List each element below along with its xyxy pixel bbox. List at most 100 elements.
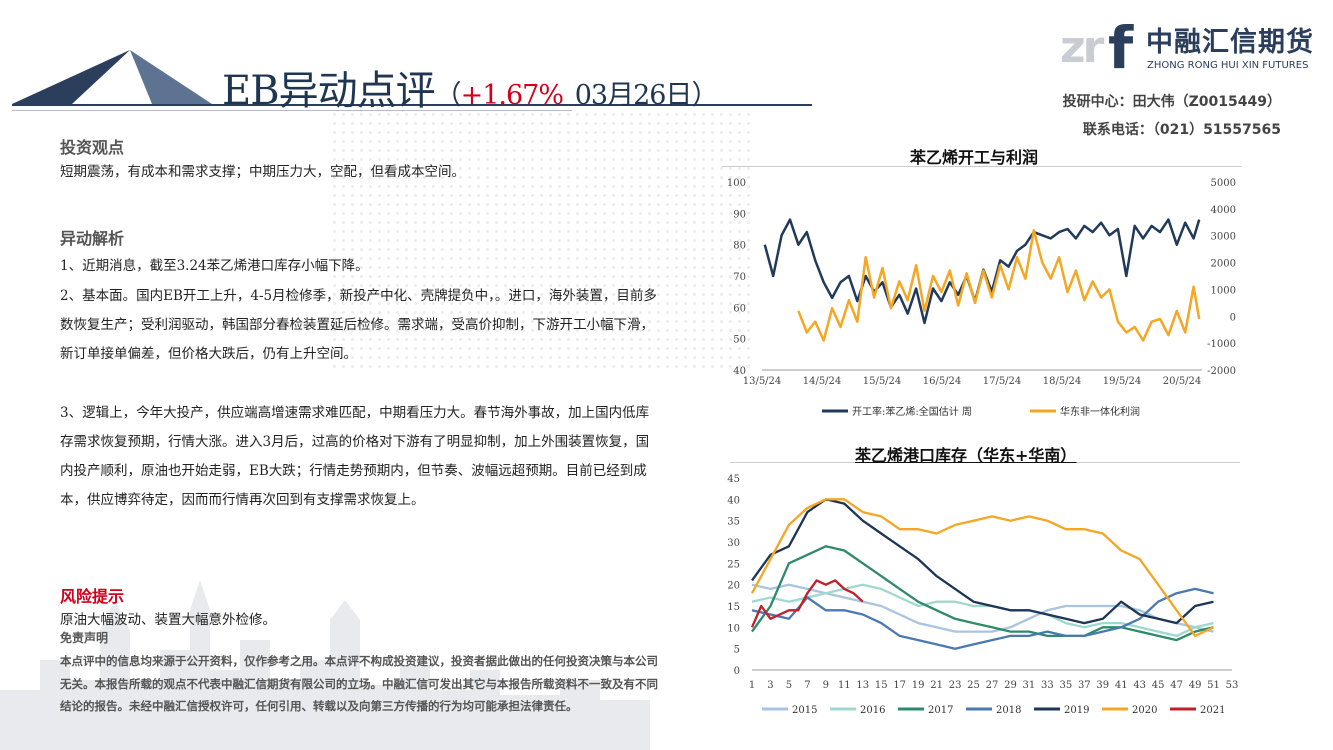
x-tick-label: 27 xyxy=(986,680,999,691)
chart2-top-rule xyxy=(730,462,1240,463)
legend-label: 2019 xyxy=(1064,705,1089,716)
legend-label: 2015 xyxy=(792,705,817,716)
x-tick-label: 49 xyxy=(1189,680,1202,691)
series-line-2020 xyxy=(750,498,1214,638)
x-tick-label: 25 xyxy=(967,680,980,691)
analysis-heading: 异动解析 xyxy=(60,229,125,248)
y-tick-label: 30 xyxy=(727,538,740,549)
title-paren-open: （ xyxy=(434,80,462,111)
y-right-tick-label: 0 xyxy=(1230,312,1236,323)
y-left-tick-label: 40 xyxy=(733,366,746,377)
view-text: 短期震荡，有成本和需求支撑；中期压力大，空配，但看成本空间。 xyxy=(60,164,465,180)
risk-heading: 风险提示 xyxy=(60,587,125,606)
legend-label: 开工率:苯乙烯:全国估计 周 xyxy=(852,405,972,418)
y-right-tick-label: 1000 xyxy=(1211,285,1236,296)
x-tick-label: 31 xyxy=(1023,680,1036,691)
y-tick-label: 20 xyxy=(727,581,740,592)
y-left-tick-label: 90 xyxy=(733,209,746,220)
y-left-tick-label: 100 xyxy=(727,178,746,189)
contact-analyst: 投研中心：田大伟（Z0015449） xyxy=(1062,94,1281,110)
y-tick-label: 10 xyxy=(727,623,740,634)
title-text: EB异动点评 xyxy=(222,68,436,114)
y-tick-label: 15 xyxy=(727,602,740,613)
x-tick-label: 18/5/24 xyxy=(1043,376,1082,387)
x-tick-label: 47 xyxy=(1170,680,1183,691)
x-tick-label: 9 xyxy=(823,680,829,691)
x-tick-label: 33 xyxy=(1041,680,1054,691)
header-triangle-logo xyxy=(12,50,212,104)
header-rule-thin xyxy=(12,110,572,111)
page-title: EB异动点评（+1.67% 03月26日） xyxy=(222,58,718,116)
title-paren-close: ） xyxy=(691,80,718,111)
x-tick-label: 21 xyxy=(930,680,943,691)
legend-label: 华东非一体化利润 xyxy=(1060,405,1140,418)
x-tick-label: 13 xyxy=(856,680,869,691)
legend-label: 2021 xyxy=(1200,705,1225,716)
x-tick-label: 43 xyxy=(1133,680,1146,691)
logo-mark-f: f xyxy=(1108,14,1134,82)
series-line-2021 xyxy=(750,579,864,628)
analysis-point-2: 2、基本面。国内EB开工上升，4-5月检修季，新投产中化、壳牌提负中，。进口，海… xyxy=(60,288,657,362)
y-right-tick-label: -2000 xyxy=(1207,366,1236,377)
world-map-dots-background xyxy=(330,110,750,370)
city-skyline-background xyxy=(0,580,650,750)
x-tick-label: 23 xyxy=(949,680,962,691)
x-tick-label: 7 xyxy=(804,680,810,691)
x-tick-label: 17/5/24 xyxy=(983,376,1022,387)
x-tick-label: 14/5/24 xyxy=(803,376,842,387)
y-left-tick-label: 60 xyxy=(733,303,746,314)
y-tick-label: 40 xyxy=(727,495,740,506)
legend-label: 2017 xyxy=(928,705,953,716)
analysis-point-1: 1、近期消息，截至3.24苯乙烯港口库存小幅下降。 xyxy=(60,258,369,274)
contact-phone: 联系电话：（021）51557565 xyxy=(1082,122,1281,138)
logo-name-cn: 中融汇信期货 xyxy=(1146,27,1314,58)
price-change: +1.67% xyxy=(460,80,564,111)
title-date: 03月26日 xyxy=(574,80,693,111)
y-tick-label: 5 xyxy=(734,645,740,656)
contact-info: 投研中心：田大伟（Z0015449） 联系电话：（021）51557565 xyxy=(1063,88,1281,144)
chart1-top-rule xyxy=(722,166,1242,167)
y-right-tick-label: 3000 xyxy=(1211,232,1236,243)
y-tick-label: 0 xyxy=(734,666,740,677)
y-tick-label: 25 xyxy=(727,559,740,570)
header-rule xyxy=(12,104,812,106)
analysis-point-3: 3、逻辑上，今年大投产，供应端高增速需求难匹配，中期看压力大。春节海外事故，加上… xyxy=(60,405,650,508)
x-tick-label: 5 xyxy=(786,680,792,691)
view-heading: 投资观点 xyxy=(60,138,125,157)
y-right-tick-label: 2000 xyxy=(1211,259,1236,270)
series-line-2016 xyxy=(751,583,1214,638)
x-tick-label: 29 xyxy=(1004,680,1017,691)
x-tick-label: 41 xyxy=(1115,680,1128,691)
x-tick-label: 1 xyxy=(749,680,755,691)
series-line-2017 xyxy=(751,545,1214,642)
series-line-2015 xyxy=(751,583,1214,633)
company-logo: zr f 中融汇信期货 ZHONG RONG HUI XIN FUTURES xyxy=(1060,14,1325,82)
y-right-tick-label: -1000 xyxy=(1207,339,1236,350)
y-right-tick-label: 4000 xyxy=(1211,205,1236,216)
x-tick-label: 20/5/24 xyxy=(1163,376,1202,387)
x-tick-label: 15 xyxy=(875,680,888,691)
y-right-tick-label: 5000 xyxy=(1211,178,1236,189)
x-tick-label: 37 xyxy=(1078,680,1091,691)
chart1-title: 苯乙烯开工与利润 xyxy=(910,148,1039,167)
y-left-tick-label: 70 xyxy=(733,272,746,283)
y-left-tick-label: 80 xyxy=(733,241,746,252)
disclaimer-heading: 免责声明 xyxy=(60,631,109,645)
x-tick-label: 35 xyxy=(1059,680,1072,691)
y-tick-label: 35 xyxy=(727,517,740,528)
legend-label: 2020 xyxy=(1132,705,1157,716)
legend-label: 2016 xyxy=(860,705,885,716)
chart1-utilization-profit: 100 90 80 70 60 50 40 5000 4000 3000 2000 1000 0 -100… xyxy=(727,178,1236,418)
x-tick-label: 16/5/24 xyxy=(923,376,962,387)
x-tick-label: 3 xyxy=(767,680,773,691)
logo-mark: zr xyxy=(1060,22,1104,73)
legend-label: 2018 xyxy=(996,705,1021,716)
series-line-profit xyxy=(797,229,1201,342)
x-tick-label: 11 xyxy=(838,680,851,691)
x-tick-label: 51 xyxy=(1207,680,1220,691)
chart2-title: 苯乙烯港口库存（华东+华南） xyxy=(855,446,1077,465)
risk-text: 原油大幅波动、装置大幅意外检修。 xyxy=(60,612,276,628)
x-tick-label: 19/5/24 xyxy=(1103,376,1142,387)
series-line-2018 xyxy=(751,587,1214,650)
